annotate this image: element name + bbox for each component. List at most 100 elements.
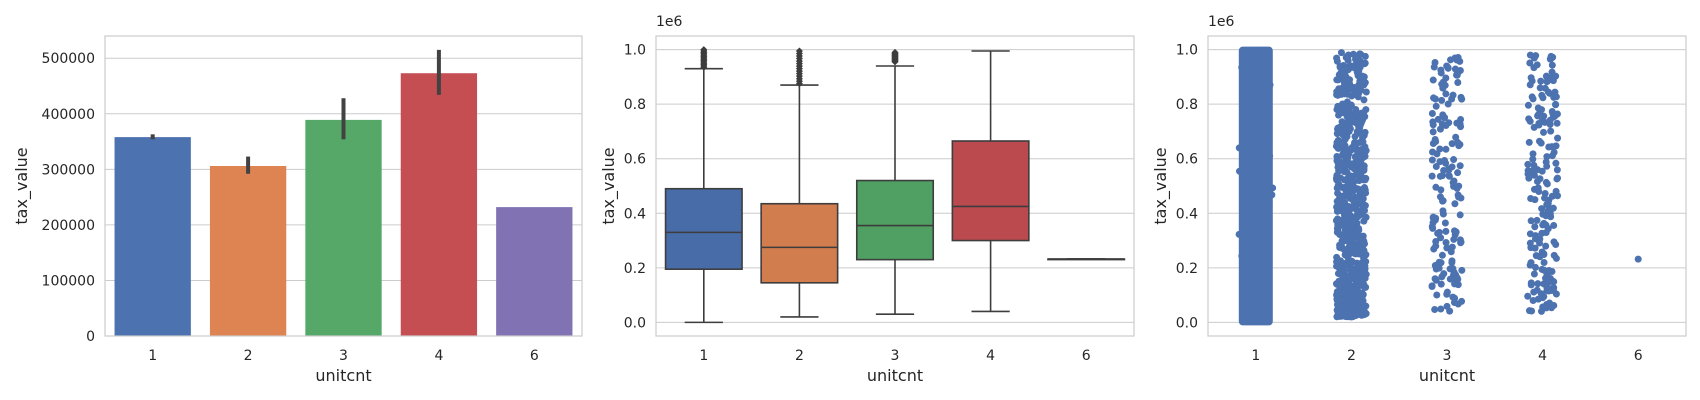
outlier [891,48,899,56]
point [1527,217,1535,225]
point [1528,77,1536,85]
point [1352,203,1360,211]
point [1258,83,1266,91]
point [1361,308,1369,316]
x-tick-label: 2 [795,348,804,364]
point [1525,138,1533,146]
point [1442,90,1450,98]
point [1340,76,1348,84]
point [1524,160,1532,168]
x-tick-label: 1 [148,348,157,364]
point [1262,46,1270,54]
x-tick-label: 1 [1251,348,1260,364]
point [1526,59,1534,67]
point [1446,265,1454,273]
x-tick-label: 6 [1082,348,1091,364]
point [1236,167,1244,175]
point [1361,176,1369,184]
point [1362,88,1370,96]
point [1239,190,1247,198]
point [1538,205,1546,213]
point [1336,231,1344,239]
point [1260,219,1268,227]
x-tick-label: 4 [434,348,443,364]
point [1447,248,1455,256]
point [1428,156,1436,164]
point [1545,143,1553,151]
point [1352,197,1360,205]
point [1540,112,1548,120]
y-tick-label: 0.4 [1176,206,1198,222]
point [1449,91,1457,99]
point [1533,216,1541,224]
point [1342,312,1350,320]
point [1264,88,1272,96]
point [1442,239,1450,247]
point [1457,93,1465,101]
point [1548,304,1556,312]
point [1347,247,1355,255]
point [1344,174,1352,182]
point [1431,58,1439,66]
point [1431,306,1439,314]
point [1538,106,1546,114]
point [1337,49,1345,57]
axis-offset-label: 1e6 [1208,14,1235,30]
point [1257,317,1265,325]
point [1358,242,1366,250]
point [1338,84,1346,92]
point [1254,129,1262,137]
point [1348,83,1356,91]
point [1359,195,1367,203]
point [1248,209,1256,217]
box [760,202,839,284]
point [1451,231,1459,239]
point [1249,312,1257,320]
point [1531,223,1539,231]
y-tick-label: 0.0 [1176,315,1198,331]
point [1355,290,1363,298]
point [1524,101,1532,109]
point [1360,131,1368,139]
point [1533,166,1541,174]
point [1441,219,1449,227]
point [1345,111,1353,119]
point [1358,266,1366,274]
point [1334,125,1342,133]
point [1349,231,1357,239]
point [1335,201,1343,209]
point [1551,112,1559,120]
point [1343,132,1351,140]
point [1344,120,1352,128]
y-tick-label: 0.6 [1176,152,1198,168]
point [1544,207,1552,215]
point [1552,159,1560,167]
point [1348,257,1356,265]
point [1359,200,1367,208]
point [1357,169,1365,177]
point [1339,273,1347,281]
outlier [795,47,803,55]
point [1438,273,1446,281]
point [1361,186,1369,194]
point [1442,159,1450,167]
bar [400,73,478,336]
point [1269,184,1277,192]
point [1456,120,1464,128]
point [1450,182,1458,190]
point [1528,93,1536,101]
point [1436,125,1444,133]
point [1436,145,1444,153]
y-axis-label: tax_value [12,147,32,224]
point [1526,51,1534,59]
point [1434,115,1442,123]
point [1346,292,1354,300]
point [1255,293,1263,301]
point [1432,276,1440,284]
y-tick-label: 1.0 [624,43,646,59]
box [664,187,743,270]
point [1268,191,1276,199]
point [1429,76,1437,84]
point [1335,111,1343,119]
point [1541,118,1549,126]
